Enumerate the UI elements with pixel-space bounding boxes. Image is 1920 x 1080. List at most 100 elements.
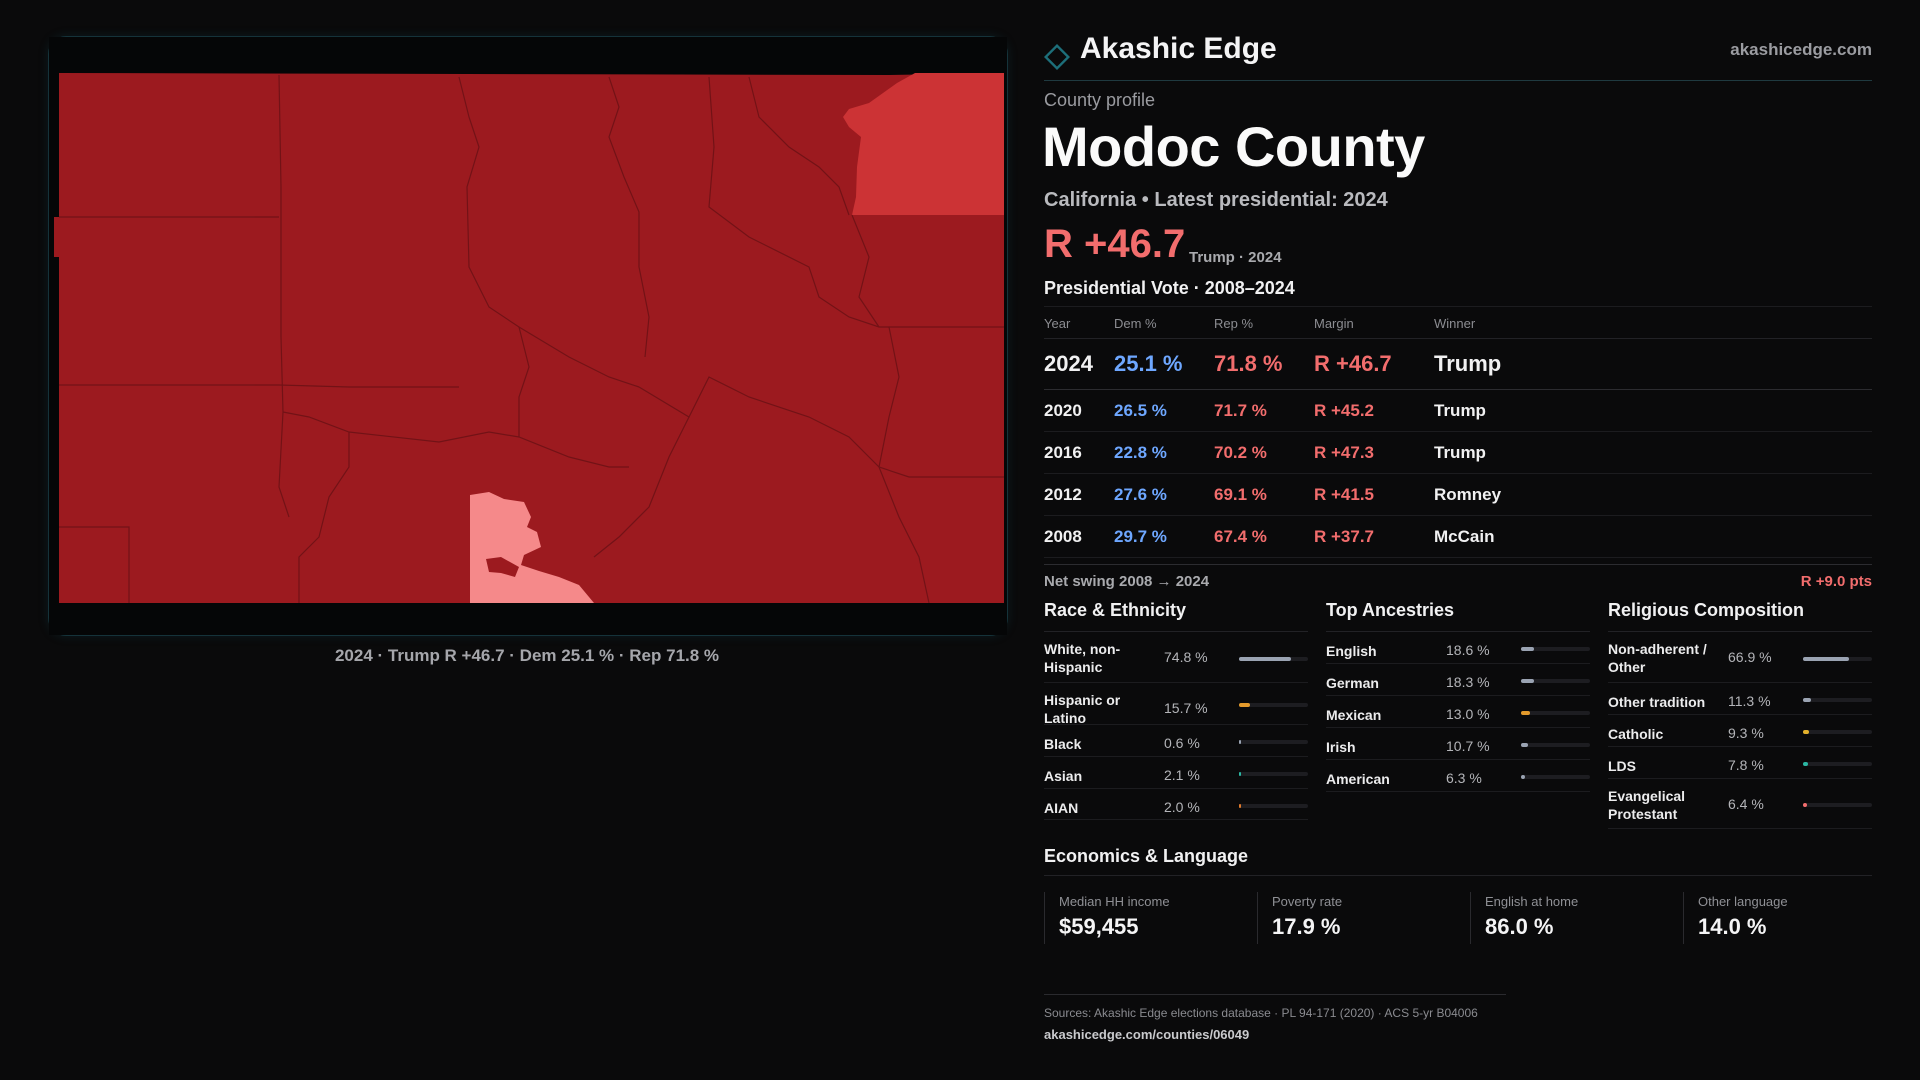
bar-track — [1803, 762, 1872, 766]
precinct-borders — [59, 74, 1004, 604]
list-item: LDS 7.8 % — [1608, 747, 1872, 779]
list-item: Evangelical Protestant 6.4 % — [1608, 779, 1872, 829]
bar-fill — [1239, 803, 1241, 808]
table-row: 2024 25.1 % 71.8 % R +46.7 Trump — [1044, 339, 1872, 390]
row-margin: R +47.3 — [1314, 443, 1375, 462]
county-precinct-map[interactable] — [49, 37, 1007, 635]
bar-track — [1239, 772, 1308, 776]
kpi-median-income: Median HH income $59,455 — [1044, 892, 1249, 944]
row-year: 2020 — [1044, 401, 1082, 420]
economics-section-title: Economics & Language — [1044, 842, 1872, 876]
header-winner: Winner — [1434, 316, 1476, 331]
item-value: 2.0 % — [1164, 799, 1200, 815]
bar-fill — [1239, 656, 1291, 661]
vote-table-header: Year Dem % Rep % Margin Winner — [1044, 307, 1872, 339]
kpi-value: 14.0 % — [1698, 914, 1767, 939]
bar-track — [1803, 803, 1872, 807]
row-margin: R +41.5 — [1314, 485, 1375, 504]
row-rep: 71.7 % — [1214, 401, 1267, 420]
bar-track — [1521, 647, 1590, 651]
row-dem: 27.6 % — [1114, 485, 1167, 504]
map-bottom-strip — [49, 603, 1007, 635]
row-dem: 22.8 % — [1114, 443, 1167, 462]
row-rep: 67.4 % — [1214, 527, 1267, 546]
county-permalink[interactable]: akashicedge.com/counties/06049 — [1044, 1027, 1250, 1042]
kpi-poverty-rate: Poverty rate 17.9 % — [1257, 892, 1462, 944]
list-item: American 6.3 % — [1326, 760, 1590, 792]
list-item: White, non-Hispanic 74.8 % — [1044, 632, 1308, 683]
row-dem: 26.5 % — [1114, 401, 1167, 420]
bar-fill — [1521, 647, 1534, 651]
item-value: 6.3 % — [1446, 770, 1482, 786]
bar-fill — [1803, 656, 1850, 661]
item-value: 11.3 % — [1728, 693, 1771, 709]
sources-footer: Sources: Akashic Edge elections database… — [1044, 994, 1506, 1042]
list-item: Asian 2.1 % — [1044, 757, 1308, 789]
kpi-english-at-home: English at home 86.0 % — [1470, 892, 1675, 944]
net-swing-label: Net swing 2008 → 2024 — [1044, 573, 1210, 590]
table-row: 2020 26.5 % 71.7 % R +45.2 Trump — [1044, 390, 1872, 432]
header-rep: Rep % — [1214, 316, 1254, 331]
kpi-other-language: Other language 14.0 % — [1683, 892, 1888, 944]
county-subtitle: California • Latest presidential: 2024 — [1044, 189, 1388, 211]
item-label: Catholic — [1608, 726, 1664, 742]
net-swing-row: Net swing 2008 → 2024 R +9.0 pts — [1044, 564, 1872, 595]
bar-track — [1239, 803, 1308, 808]
map-region-main[interactable] — [54, 73, 1004, 603]
brand-diamond-icon — [1044, 44, 1070, 70]
bar-fill — [1803, 762, 1809, 766]
vote-table: Year Dem % Rep % Margin Winner 2024 25.1… — [1044, 306, 1872, 558]
item-label: AIAN — [1044, 800, 1079, 816]
net-swing-value: R +9.0 pts — [1800, 573, 1872, 590]
item-label: American — [1326, 771, 1390, 787]
item-value: 13.0 % — [1446, 706, 1490, 722]
item-value: 10.7 % — [1446, 738, 1490, 754]
brand-name: Akashic Edge — [1080, 32, 1277, 65]
table-row: 2012 27.6 % 69.1 % R +41.5 Romney — [1044, 474, 1872, 516]
row-year: 2016 — [1044, 443, 1082, 462]
sources-text: Sources: Akashic Edge elections database… — [1044, 1006, 1478, 1020]
bar-fill — [1521, 775, 1526, 779]
bar-track — [1521, 775, 1590, 779]
list-item: Hispanic or Latino 15.7 % — [1044, 683, 1308, 726]
list-item: Mexican 13.0 % — [1326, 696, 1590, 728]
bar-fill — [1239, 703, 1250, 707]
bar-fill — [1521, 679, 1534, 683]
margin-note: Trump · 2024 — [1189, 249, 1282, 266]
item-label: Hispanic or Latino — [1044, 692, 1121, 726]
kpi-label: English at home — [1485, 894, 1579, 909]
bar-fill — [1521, 711, 1530, 715]
list-item: English 18.6 % — [1326, 632, 1590, 664]
row-rep: 70.2 % — [1214, 443, 1267, 462]
map-region-northeast[interactable] — [843, 73, 1004, 215]
bar-fill — [1803, 730, 1810, 734]
ancestry-section: Top Ancestries English 18.6 % German 18.3 %… — [1326, 598, 1590, 792]
bar-fill — [1803, 698, 1811, 702]
item-value: 6.4 % — [1728, 796, 1764, 812]
row-dem: 25.1 % — [1114, 351, 1183, 376]
bar-fill — [1239, 740, 1241, 744]
bar-track — [1521, 743, 1590, 747]
race-section-title: Race & Ethnicity — [1044, 598, 1308, 632]
race-ethnicity-section: Race & Ethnicity White, non-Hispanic 74.8… — [1044, 598, 1308, 820]
religion-section: Religious Composition Non-adherent / Oth… — [1608, 598, 1872, 829]
header-dem: Dem % — [1114, 316, 1157, 331]
item-label: LDS — [1608, 758, 1636, 774]
list-item: Catholic 9.3 % — [1608, 715, 1872, 747]
map-top-strip — [49, 37, 1007, 73]
item-label: Non-adherent / Other — [1608, 641, 1707, 675]
bar-track — [1239, 740, 1308, 744]
bar-track — [1239, 703, 1308, 707]
kpi-label: Poverty rate — [1272, 894, 1343, 909]
religion-section-title: Religious Composition — [1608, 598, 1872, 632]
item-value: 18.6 % — [1446, 642, 1490, 658]
bar-track — [1521, 711, 1590, 715]
bar-track — [1803, 730, 1872, 734]
profile-eyebrow: County profile — [1044, 90, 1156, 110]
brand-url-link[interactable]: akashicedge.com — [1730, 40, 1872, 59]
row-margin: R +46.7 — [1314, 351, 1392, 376]
bar-track — [1239, 656, 1308, 661]
item-label: Evangelical Protestant — [1608, 788, 1686, 822]
item-label: German — [1326, 675, 1379, 691]
map-region-south[interactable] — [470, 492, 594, 603]
